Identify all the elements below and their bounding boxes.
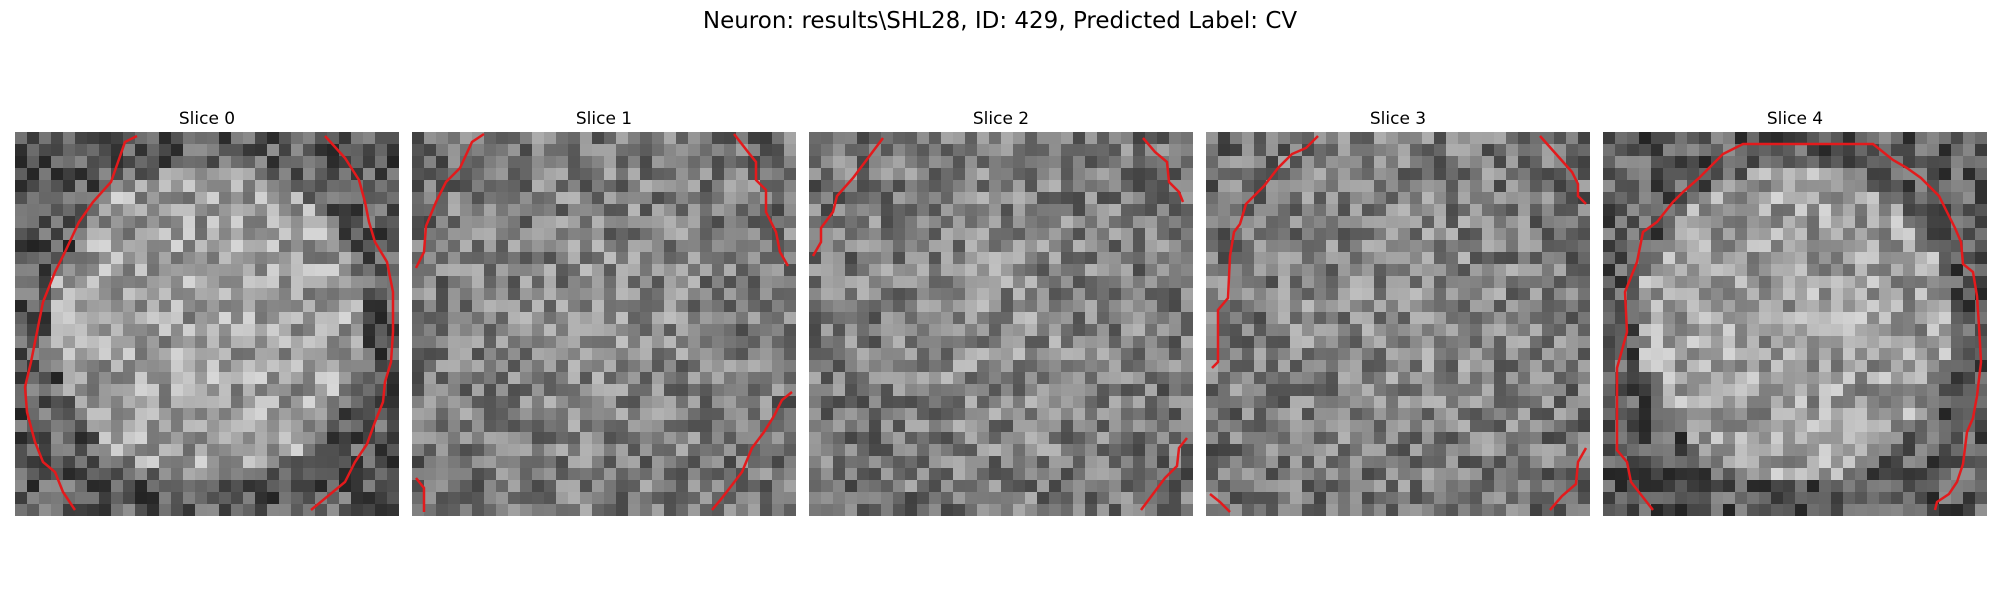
slice-pixels-1: [412, 132, 796, 516]
cell-contour-0b: [310, 135, 395, 511]
slice-image-1: [412, 132, 796, 516]
cell-contour-1a: [414, 132, 485, 269]
slice-image-0: [15, 132, 399, 516]
cell-contour-3c: [1549, 447, 1588, 511]
slice-title-4: Slice 4: [1766, 109, 1824, 129]
cell-contour-0: [23, 134, 138, 511]
slice-pixels-2: [809, 132, 1193, 516]
cell-contour-3a: [1211, 135, 1319, 369]
slice-image-4: [1603, 132, 1987, 516]
slice-image-3: [1206, 132, 1590, 516]
cell-contour-2a: [811, 137, 884, 257]
slice-pixels-4: [1603, 132, 1987, 516]
figure-title: Neuron: results\SHL28, ID: 429, Predicte…: [702, 8, 1298, 34]
slice-title-3: Slice 3: [1369, 109, 1427, 129]
cell-contour-4: [1615, 142, 1983, 511]
cell-contour-3b: [1539, 135, 1587, 205]
cell-contour-2c: [1140, 437, 1188, 511]
slice-image-2: [809, 132, 1193, 516]
slice-pixels-0: [15, 132, 399, 516]
cell-contour-1b: [733, 133, 790, 267]
slice-pixels-3: [1206, 132, 1590, 516]
cell-contour-3d: [1209, 493, 1231, 513]
cell-contour-2b: [1142, 137, 1185, 203]
slice-title-0: Slice 0: [178, 109, 236, 129]
cell-contour-1d: [415, 477, 426, 512]
slice-title-2: Slice 2: [972, 109, 1030, 129]
slice-title-1: Slice 1: [575, 109, 633, 129]
cell-contour-1c: [711, 391, 793, 511]
